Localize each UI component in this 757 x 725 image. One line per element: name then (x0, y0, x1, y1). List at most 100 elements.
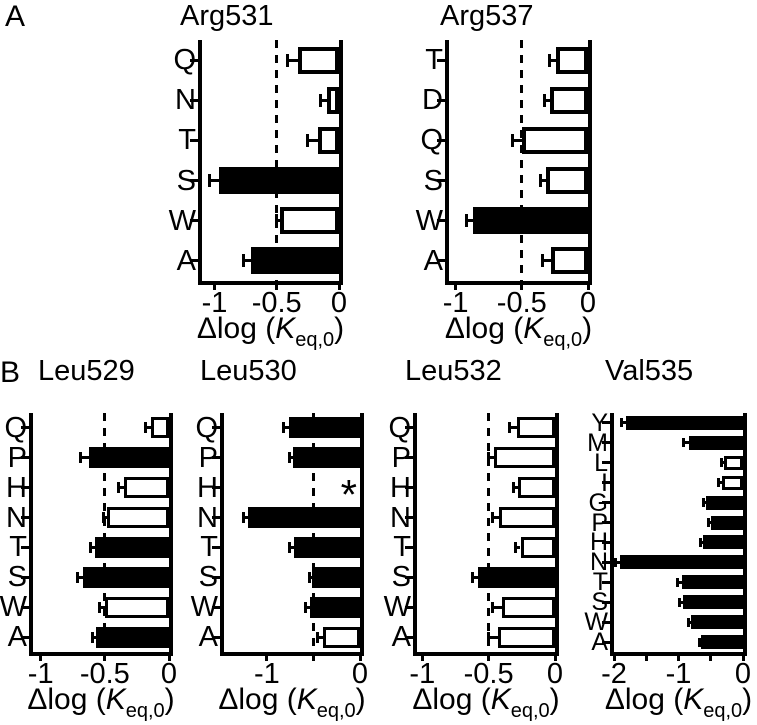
category-label-A: A (176, 244, 196, 277)
error-bar-line (544, 98, 550, 102)
category-tick (190, 58, 198, 62)
x-tick-label: 0 (160, 658, 178, 690)
plot-area-leu529: Δlog (Keq,0) Q P H N T S W A -1 -0.5 0 (0, 413, 177, 722)
category-label-D: D (422, 84, 443, 117)
error-bar-cap (286, 53, 290, 67)
x-axis-tick (741, 652, 745, 661)
error-bar-cap (282, 422, 286, 434)
error-bar-line (542, 259, 551, 263)
category-label-W: W (0, 591, 27, 624)
category-label-M: M (587, 428, 608, 457)
error-bar-cap (675, 577, 679, 587)
bar-T (317, 126, 339, 154)
category-tick (21, 486, 29, 490)
bar-W (691, 615, 743, 630)
error-bar-cap (464, 214, 468, 228)
x-axis-label-subscript: eq,0 (125, 700, 165, 722)
bar-S (83, 566, 169, 588)
x-axis-tick (520, 281, 524, 290)
x-tick-label: -0.5 (79, 658, 130, 690)
error-bar-line (289, 545, 294, 549)
error-bar-cap (306, 133, 310, 147)
category-label-H: H (390, 471, 411, 504)
error-bar-cap (513, 541, 517, 553)
error-bar-cap (719, 458, 723, 468)
category-tick (602, 481, 610, 485)
bar-A (250, 247, 339, 275)
error-bar-line (688, 620, 692, 624)
category-tick (212, 575, 220, 579)
error-bar-line (276, 219, 281, 223)
chart-title-leu532: Leu532 (405, 355, 502, 387)
error-bar-line (699, 640, 702, 644)
x-axis-label-symbol: K (490, 683, 511, 716)
x-axis-label-prefix: Δlog ( (604, 683, 684, 716)
x-axis-label-prefix: Δlog ( (444, 312, 524, 345)
error-bar-cap (487, 452, 491, 464)
plot-area-arg537: Δlog (Keq,0) T D Q S W A -1 -0.5 0 (416, 40, 596, 351)
category-tick (212, 635, 220, 639)
x-axis-tick (612, 652, 616, 661)
error-bar-cap (698, 537, 702, 547)
bar-Q (516, 417, 555, 439)
error-bar-line (99, 605, 105, 609)
error-bar-cap (304, 601, 308, 613)
error-bar-cap (275, 214, 279, 228)
category-tick (190, 98, 198, 102)
panel-label-a: A (5, 0, 26, 33)
x-tick-label: 0 (546, 658, 564, 690)
category-tick (405, 426, 413, 430)
x-axis-label: Δlog (Keq,0) (196, 312, 345, 352)
x-axis-label-suffix: ) (355, 683, 366, 716)
bar-N (248, 507, 360, 529)
bar-Q (521, 126, 588, 154)
x-axis-label-suffix: ) (334, 312, 345, 345)
x-axis-label-suffix: ) (582, 312, 593, 345)
bar-W (472, 207, 588, 235)
category-tick (21, 575, 29, 579)
x-axis-minor-tick (709, 652, 713, 661)
error-bar-cap (102, 512, 106, 524)
significance-asterisk: * (340, 470, 357, 518)
category-tick (437, 138, 445, 142)
x-axis-label-prefix: Δlog ( (196, 312, 276, 345)
x-tick-label: -0.5 (496, 287, 547, 319)
error-bar-cap (541, 254, 545, 268)
bar-P (292, 447, 360, 469)
x-axis-label-symbol: K (683, 683, 704, 716)
error-bar-cap (315, 631, 319, 643)
error-bar-line (700, 540, 703, 544)
error-bar-cap (241, 254, 245, 268)
category-label-A: A (198, 621, 218, 654)
bar-H (124, 477, 169, 499)
x-axis-label-subscript: eq,0 (295, 329, 335, 351)
x-tick-label: -1 (442, 287, 469, 319)
error-bar-cap (619, 418, 623, 428)
category-tick (602, 501, 610, 505)
error-bar-line (488, 635, 498, 639)
error-bar-line (92, 635, 96, 639)
error-bar-line (512, 138, 522, 142)
error-bar-cap (511, 133, 515, 147)
error-bar-cap (702, 498, 706, 508)
error-bar-line (118, 486, 125, 490)
bar-Q (297, 46, 339, 74)
bar-A (497, 626, 555, 648)
x-axis-label: Δlog (Keq,0) (27, 684, 174, 723)
x-axis-label-symbol: K (296, 683, 317, 716)
category-tick (602, 620, 610, 624)
category-tick (212, 426, 220, 430)
error-bar-cap (538, 174, 542, 188)
category-tick (190, 138, 198, 142)
category-label-Q: Q (388, 411, 411, 444)
bar-W (104, 596, 169, 618)
error-bar-cap (76, 571, 80, 583)
category-label-T: T (393, 531, 411, 564)
category-label-S: S (423, 164, 443, 197)
error-bar-line (283, 426, 290, 430)
category-tick (190, 219, 198, 223)
category-tick (212, 456, 220, 460)
